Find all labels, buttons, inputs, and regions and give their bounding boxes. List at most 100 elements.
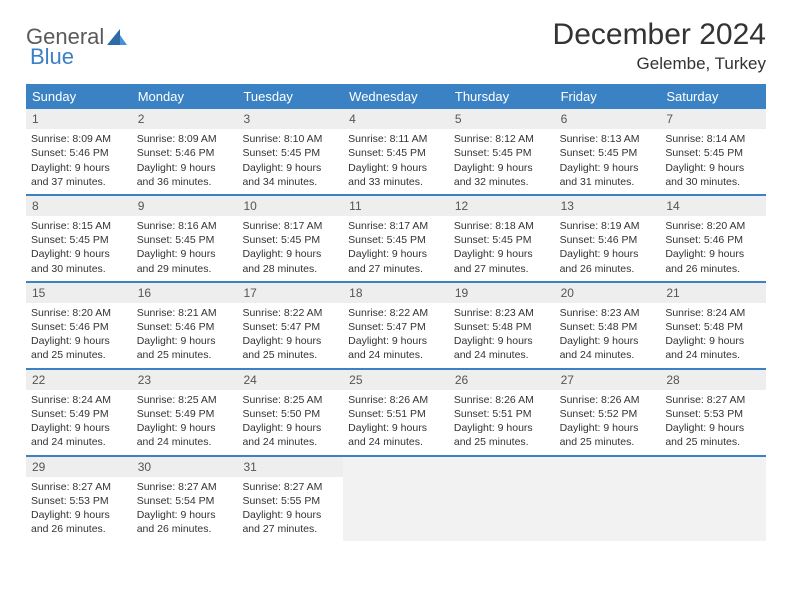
sunset-text: Sunset: 5:46 PM — [137, 146, 233, 160]
day-body: Sunrise: 8:12 AMSunset: 5:45 PMDaylight:… — [449, 129, 555, 194]
day-body: Sunrise: 8:16 AMSunset: 5:45 PMDaylight:… — [132, 216, 238, 281]
sunset-text: Sunset: 5:50 PM — [242, 407, 338, 421]
sunset-text: Sunset: 5:45 PM — [31, 233, 127, 247]
day-body: Sunrise: 8:17 AMSunset: 5:45 PMDaylight:… — [343, 216, 449, 281]
daylight-text: and 26 minutes. — [137, 522, 233, 536]
day-body: Sunrise: 8:23 AMSunset: 5:48 PMDaylight:… — [449, 303, 555, 368]
sunset-text: Sunset: 5:46 PM — [665, 233, 761, 247]
day-cell: 16Sunrise: 8:21 AMSunset: 5:46 PMDayligh… — [132, 283, 238, 368]
daylight-text: Daylight: 9 hours — [242, 508, 338, 522]
day-cell: 28Sunrise: 8:27 AMSunset: 5:53 PMDayligh… — [660, 370, 766, 455]
sunrise-text: Sunrise: 8:25 AM — [242, 393, 338, 407]
daylight-text: and 36 minutes. — [137, 175, 233, 189]
day-cell: 15Sunrise: 8:20 AMSunset: 5:46 PMDayligh… — [26, 283, 132, 368]
daylight-text: and 33 minutes. — [348, 175, 444, 189]
day-body: Sunrise: 8:24 AMSunset: 5:48 PMDaylight:… — [660, 303, 766, 368]
daylight-text: and 27 minutes. — [242, 522, 338, 536]
sunset-text: Sunset: 5:51 PM — [348, 407, 444, 421]
day-number: 1 — [26, 109, 132, 129]
daylight-text: Daylight: 9 hours — [454, 161, 550, 175]
daylight-text: Daylight: 9 hours — [665, 421, 761, 435]
sunrise-text: Sunrise: 8:20 AM — [665, 219, 761, 233]
day-cell: 7Sunrise: 8:14 AMSunset: 5:45 PMDaylight… — [660, 109, 766, 194]
weekday-header-row: Sunday Monday Tuesday Wednesday Thursday… — [26, 84, 766, 109]
sunset-text: Sunset: 5:55 PM — [242, 494, 338, 508]
sunset-text: Sunset: 5:48 PM — [665, 320, 761, 334]
day-number: 16 — [132, 283, 238, 303]
sunrise-text: Sunrise: 8:23 AM — [560, 306, 656, 320]
sunrise-text: Sunrise: 8:21 AM — [137, 306, 233, 320]
day-number: 4 — [343, 109, 449, 129]
day-body: Sunrise: 8:15 AMSunset: 5:45 PMDaylight:… — [26, 216, 132, 281]
day-cell: 19Sunrise: 8:23 AMSunset: 5:48 PMDayligh… — [449, 283, 555, 368]
day-number: 22 — [26, 370, 132, 390]
sunrise-text: Sunrise: 8:13 AM — [560, 132, 656, 146]
day-body: Sunrise: 8:19 AMSunset: 5:46 PMDaylight:… — [555, 216, 661, 281]
daylight-text: and 32 minutes. — [454, 175, 550, 189]
daylight-text: and 26 minutes. — [665, 262, 761, 276]
day-number: 20 — [555, 283, 661, 303]
day-cell: 1Sunrise: 8:09 AMSunset: 5:46 PMDaylight… — [26, 109, 132, 194]
sunset-text: Sunset: 5:53 PM — [665, 407, 761, 421]
day-body: Sunrise: 8:13 AMSunset: 5:45 PMDaylight:… — [555, 129, 661, 194]
sunrise-text: Sunrise: 8:15 AM — [31, 219, 127, 233]
day-body: Sunrise: 8:24 AMSunset: 5:49 PMDaylight:… — [26, 390, 132, 455]
day-number: 14 — [660, 196, 766, 216]
day-number: 23 — [132, 370, 238, 390]
day-number: 5 — [449, 109, 555, 129]
daylight-text: and 26 minutes. — [31, 522, 127, 536]
daylight-text: and 24 minutes. — [348, 435, 444, 449]
sunrise-text: Sunrise: 8:24 AM — [665, 306, 761, 320]
daylight-text: Daylight: 9 hours — [31, 247, 127, 261]
daylight-text: and 27 minutes. — [454, 262, 550, 276]
day-body: Sunrise: 8:20 AMSunset: 5:46 PMDaylight:… — [26, 303, 132, 368]
sunrise-text: Sunrise: 8:27 AM — [242, 480, 338, 494]
day-body: Sunrise: 8:18 AMSunset: 5:45 PMDaylight:… — [449, 216, 555, 281]
day-body: Sunrise: 8:25 AMSunset: 5:49 PMDaylight:… — [132, 390, 238, 455]
day-cell: 11Sunrise: 8:17 AMSunset: 5:45 PMDayligh… — [343, 196, 449, 281]
sunset-text: Sunset: 5:52 PM — [560, 407, 656, 421]
calendar: Sunday Monday Tuesday Wednesday Thursday… — [26, 84, 766, 541]
sunset-text: Sunset: 5:54 PM — [137, 494, 233, 508]
sunrise-text: Sunrise: 8:23 AM — [454, 306, 550, 320]
day-number: 31 — [237, 457, 343, 477]
day-cell: 10Sunrise: 8:17 AMSunset: 5:45 PMDayligh… — [237, 196, 343, 281]
sunrise-text: Sunrise: 8:26 AM — [454, 393, 550, 407]
day-body: Sunrise: 8:25 AMSunset: 5:50 PMDaylight:… — [237, 390, 343, 455]
day-body: Sunrise: 8:14 AMSunset: 5:45 PMDaylight:… — [660, 129, 766, 194]
day-number: 21 — [660, 283, 766, 303]
daylight-text: and 24 minutes. — [454, 348, 550, 362]
daylight-text: and 25 minutes. — [560, 435, 656, 449]
daylight-text: and 25 minutes. — [137, 348, 233, 362]
day-body: Sunrise: 8:27 AMSunset: 5:55 PMDaylight:… — [237, 477, 343, 542]
daylight-text: Daylight: 9 hours — [137, 247, 233, 261]
sunrise-text: Sunrise: 8:27 AM — [137, 480, 233, 494]
sunset-text: Sunset: 5:45 PM — [454, 233, 550, 247]
sunset-text: Sunset: 5:53 PM — [31, 494, 127, 508]
sunrise-text: Sunrise: 8:22 AM — [242, 306, 338, 320]
day-number: 15 — [26, 283, 132, 303]
day-cell: 5Sunrise: 8:12 AMSunset: 5:45 PMDaylight… — [449, 109, 555, 194]
daylight-text: Daylight: 9 hours — [665, 247, 761, 261]
daylight-text: Daylight: 9 hours — [137, 161, 233, 175]
day-cell: 24Sunrise: 8:25 AMSunset: 5:50 PMDayligh… — [237, 370, 343, 455]
weeks-container: 1Sunrise: 8:09 AMSunset: 5:46 PMDaylight… — [26, 109, 766, 541]
daylight-text: Daylight: 9 hours — [560, 161, 656, 175]
day-body: Sunrise: 8:26 AMSunset: 5:52 PMDaylight:… — [555, 390, 661, 455]
daylight-text: Daylight: 9 hours — [665, 161, 761, 175]
sunset-text: Sunset: 5:45 PM — [242, 146, 338, 160]
daylight-text: Daylight: 9 hours — [348, 421, 444, 435]
day-number: 30 — [132, 457, 238, 477]
daylight-text: Daylight: 9 hours — [31, 508, 127, 522]
daylight-text: and 25 minutes. — [242, 348, 338, 362]
day-number: 7 — [660, 109, 766, 129]
day-body: Sunrise: 8:09 AMSunset: 5:46 PMDaylight:… — [26, 129, 132, 194]
daylight-text: and 24 minutes. — [31, 435, 127, 449]
day-body: Sunrise: 8:23 AMSunset: 5:48 PMDaylight:… — [555, 303, 661, 368]
sunrise-text: Sunrise: 8:22 AM — [348, 306, 444, 320]
day-cell: 30Sunrise: 8:27 AMSunset: 5:54 PMDayligh… — [132, 457, 238, 542]
day-cell: 22Sunrise: 8:24 AMSunset: 5:49 PMDayligh… — [26, 370, 132, 455]
sunset-text: Sunset: 5:45 PM — [348, 146, 444, 160]
daylight-text: Daylight: 9 hours — [31, 334, 127, 348]
day-body: Sunrise: 8:27 AMSunset: 5:54 PMDaylight:… — [132, 477, 238, 542]
